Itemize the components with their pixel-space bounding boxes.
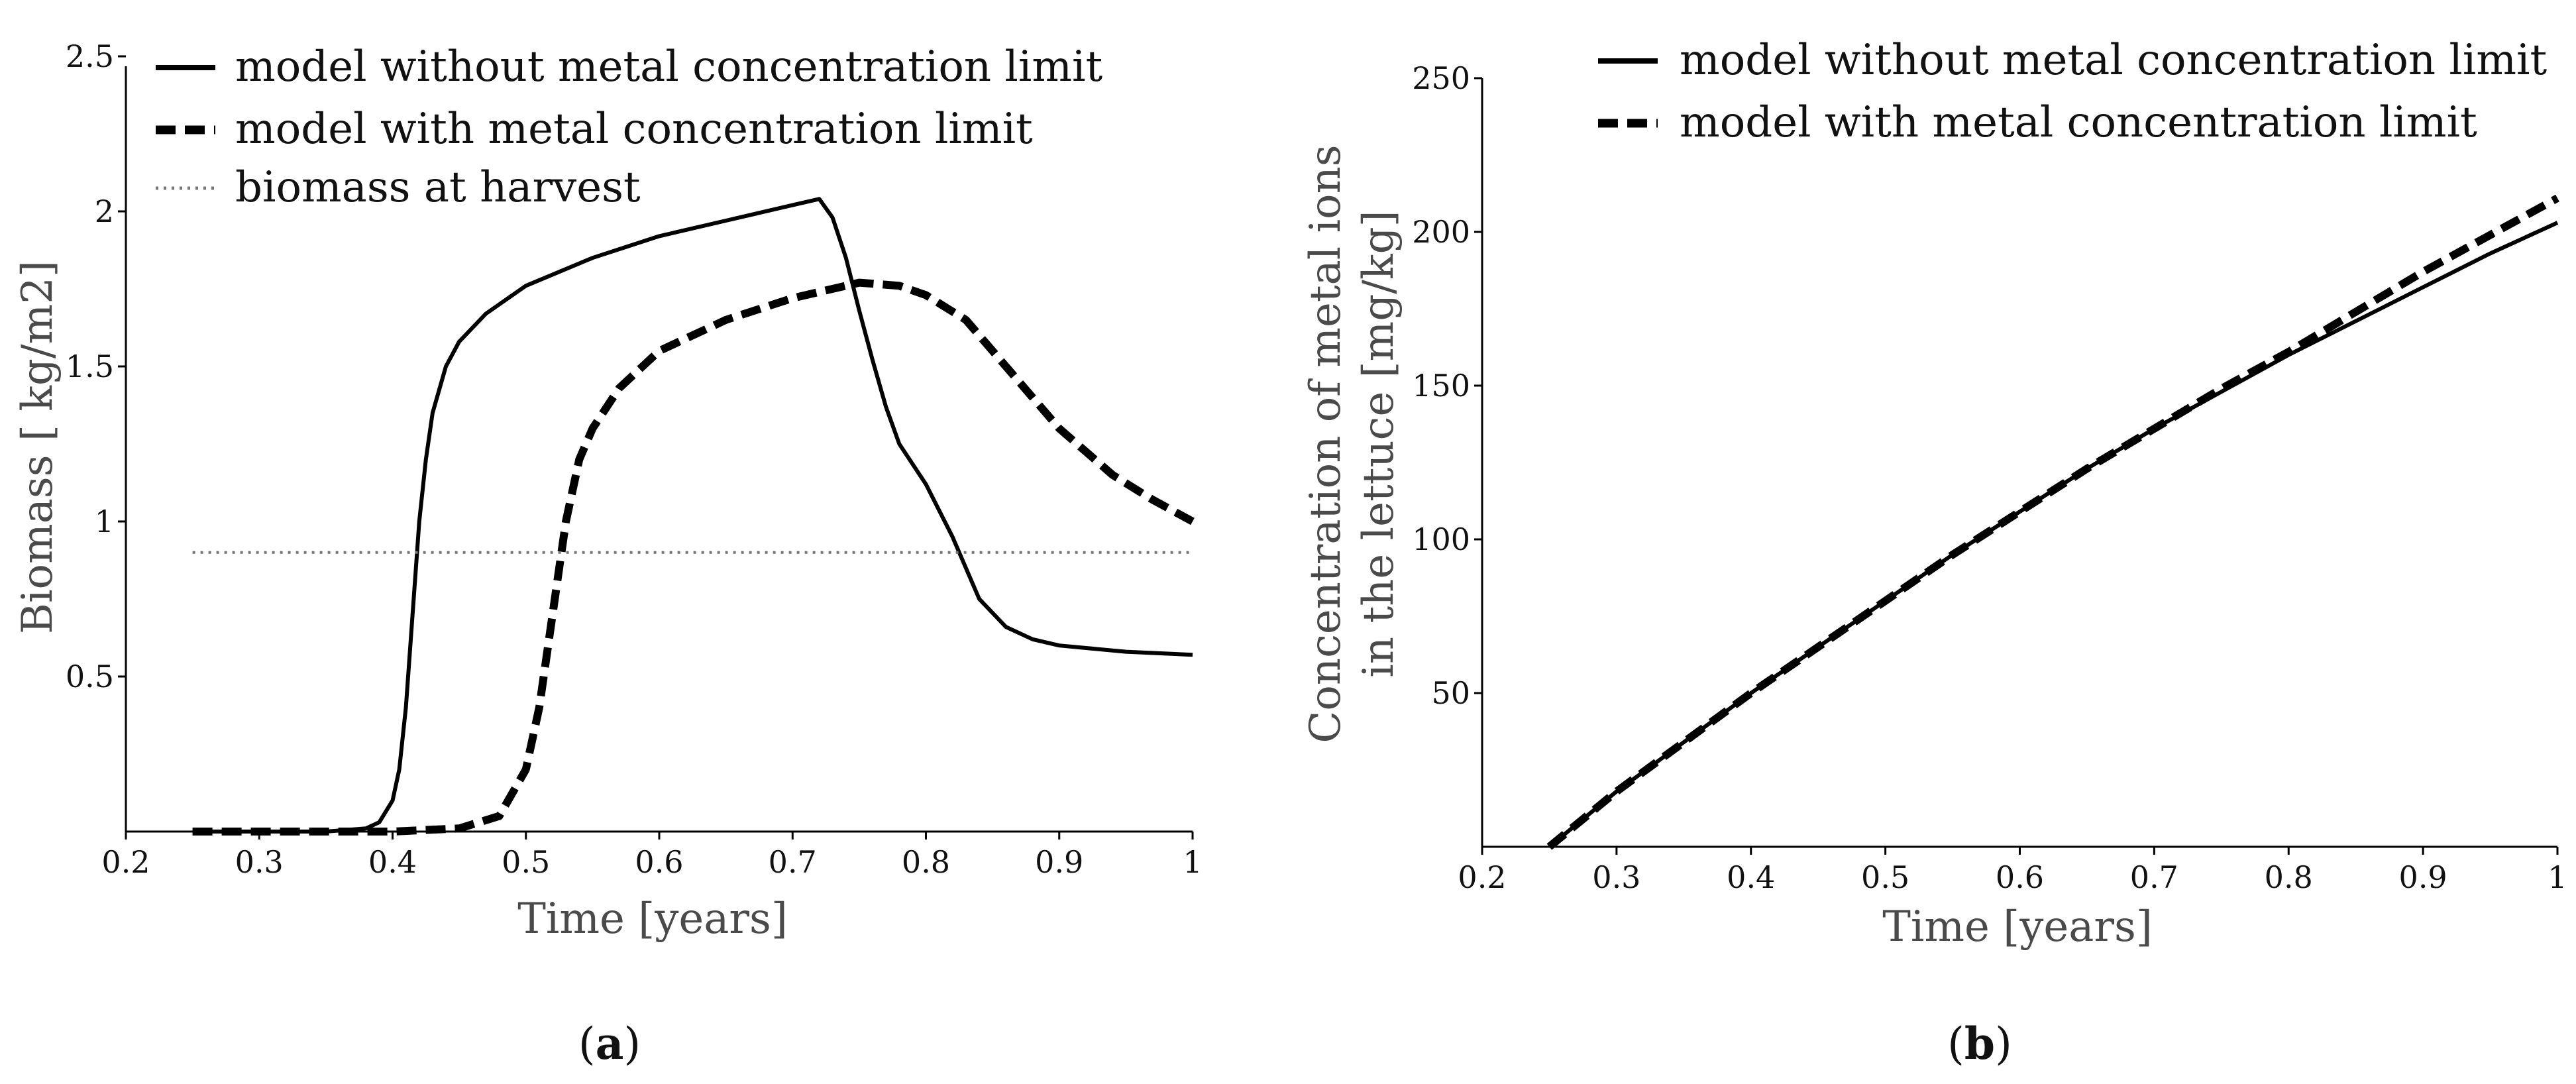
panel-b-x-tick-label: 0.4 [1727, 859, 1775, 895]
panel-b-y-tick-label: 50 [1431, 675, 1470, 711]
panel-b-legend: model without metal concentration limit … [1598, 36, 2548, 147]
legend-b-label-2: model with metal concentration limit [1680, 98, 2477, 147]
panel-a-caption-close: ) [623, 1018, 641, 1069]
panel-a: 0.2 0.3 0.4 0.5 0.6 0.7 0.8 0.9 1 0.5 1 1.5 2 2.5 Ti… [13, 38, 1203, 1069]
panel-a-caption-open: ( [578, 1018, 596, 1069]
panel-b-x-tick-label: 1 [2548, 859, 2567, 895]
panel-b-x-tick-label: 0.7 [2130, 859, 2178, 895]
legend-a-label-3: biomass at harvest [235, 163, 641, 212]
legend-a-label-2: model with metal concentration limit [235, 105, 1033, 154]
panel-b-x-tick-label: 0.9 [2399, 859, 2447, 895]
panel-b-y-tick-label: 150 [1412, 368, 1470, 404]
legend-a-label-1: model without metal concentration limit [235, 42, 1103, 91]
panel-a-x-tick-label: 0.2 [101, 844, 150, 880]
panel-a-x-tick-label: 0.6 [635, 844, 683, 880]
panel-b-x-tick-label: 0.5 [1861, 859, 1909, 895]
panel-b: 0.2 0.3 0.4 0.5 0.6 0.7 0.8 0.9 1 50 100 150 200 250… [1301, 36, 2567, 1069]
panel-a-x-axis-label: Time [years] [517, 894, 788, 944]
panel-a-x-tick-label: 0.8 [902, 844, 950, 880]
panel-b-x-axis-label: Time [years] [1882, 902, 2153, 951]
panel-b-caption-letter: b [1964, 1018, 1995, 1069]
panel-a-y-tick-label: 2.5 [66, 38, 114, 74]
panel-a-x-tick-label: 1 [1183, 844, 1202, 880]
panel-b-series-solid-line [1548, 221, 2559, 849]
panel-b-x-tick-label: 0.3 [1592, 859, 1640, 895]
panel-a-y-tick-label: 0.5 [66, 659, 114, 694]
panel-a-x-tick-label: 0.4 [368, 844, 417, 880]
panel-a-y-axis-label: Biomass [ kg/m2] [13, 260, 62, 634]
panel-a-series-solid-line [192, 197, 1193, 834]
panel-b-y-tick-label: 250 [1412, 60, 1470, 96]
panel-b-y-axis-label-line2: in the lettuce [mg/kg] [1354, 210, 1403, 677]
panel-b-y-tick-label: 200 [1412, 214, 1470, 250]
panel-b-y-tick-label: 100 [1412, 521, 1470, 557]
panel-a-caption: (a) [578, 1018, 641, 1069]
legend-b-label-1: model without metal concentration limit [1680, 36, 2548, 85]
panel-a-caption-letter: a [596, 1018, 624, 1069]
panel-b-caption-close: ) [1995, 1018, 2012, 1069]
panel-a-x-tick-label: 0.5 [502, 844, 550, 880]
panel-a-y-tick-label: 1.5 [66, 349, 114, 384]
panel-b-caption: (b) [1947, 1018, 2012, 1069]
panel-b-caption-open: ( [1947, 1018, 1964, 1069]
panel-a-x-tick-label: 0.7 [769, 844, 817, 880]
panel-a-y-tick-label: 1 [95, 504, 114, 539]
panel-b-series-dashed-line [1546, 194, 2559, 850]
panel-b-x-tick-label: 0.8 [2265, 859, 2313, 895]
panel-a-x-tick-label: 0.9 [1035, 844, 1083, 880]
panel-a-y-tick-label: 2 [95, 193, 114, 229]
panel-a-legend: model without metal concentration limit … [156, 42, 1103, 212]
panel-b-y-axis-label-line1: Concentration of metal ions [1301, 144, 1350, 743]
panel-a-series-dashed-line [192, 278, 1195, 836]
panel-a-x-tick-label: 0.3 [235, 844, 284, 880]
panel-b-x-tick-label: 0.6 [1996, 859, 2044, 895]
panel-b-x-tick-label: 0.2 [1458, 859, 1506, 895]
